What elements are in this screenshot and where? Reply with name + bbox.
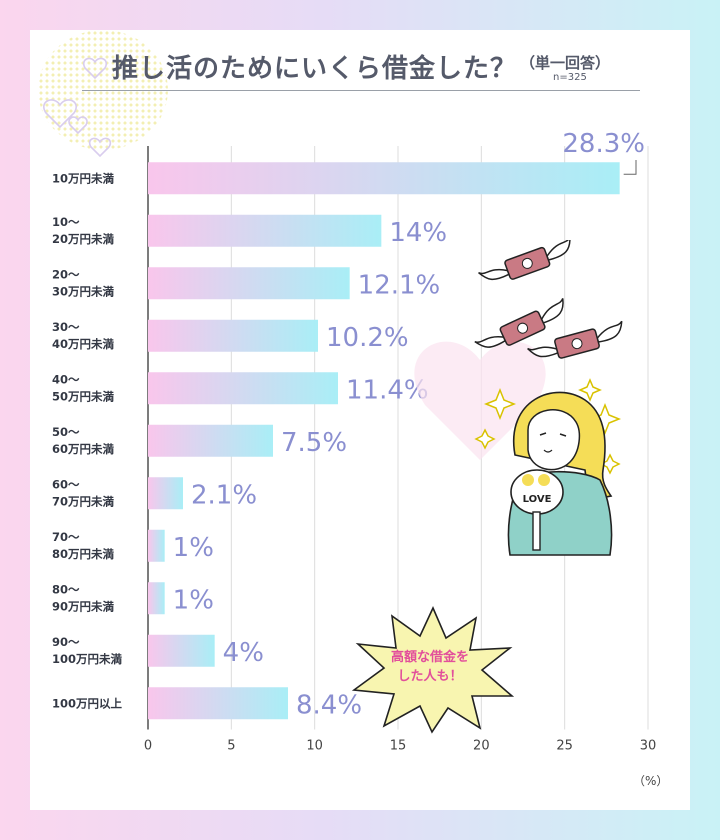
bar xyxy=(148,162,620,195)
category-label: 80～ 90万円未満 xyxy=(52,582,115,613)
value-label: 1% xyxy=(173,585,214,615)
value-label: 8.4% xyxy=(296,690,362,720)
value-label: 2.1% xyxy=(191,480,257,510)
value-label: 4% xyxy=(223,638,264,668)
fan-text: LOVE xyxy=(523,494,552,505)
fan-icon: LOVE xyxy=(510,469,564,551)
bar xyxy=(148,214,382,247)
category-label: 30～ 40万円未満 xyxy=(52,320,115,351)
category-label: 90～ 100万円未満 xyxy=(52,635,123,666)
category-labels: 10万円未満 10～ 20万円未満 20～ 30万円未満 30～ 40万円未満 40～ 50万円… xyxy=(52,171,123,710)
bar xyxy=(148,267,350,300)
chart-subtitle: （単一回答） xyxy=(520,54,611,72)
category-label: 10万円未満 xyxy=(52,171,115,185)
heart-shape xyxy=(414,341,546,460)
bar xyxy=(148,424,273,457)
callout-line1: 高額な借金を xyxy=(390,650,469,665)
x-tick-label: 20 xyxy=(473,739,490,754)
x-axis-ticks: 0 5 10 15 20 25 30 xyxy=(144,739,656,754)
title-underline xyxy=(82,90,640,91)
category-label: 40～ 50万円未満 xyxy=(52,372,115,403)
x-axis-unit: （%） xyxy=(633,774,669,788)
x-tick-label: 30 xyxy=(640,739,657,754)
value-labels: 28.3% 14% 12.1% 10.2% 11.4% 7.5% 2.1% 1% 1% 4% 8.4… xyxy=(173,129,645,720)
x-tick-label: 15 xyxy=(390,739,407,754)
category-label: 50～ 60万円未満 xyxy=(52,425,115,456)
value-label: 10.2% xyxy=(326,323,409,353)
category-label: 10～ 20万円未満 xyxy=(52,215,115,246)
x-tick-label: 5 xyxy=(227,739,235,754)
bar xyxy=(148,582,165,615)
value-label: 7.5% xyxy=(281,428,347,458)
flying-money-icon xyxy=(478,240,571,281)
bar xyxy=(148,529,165,562)
flying-money-icon xyxy=(474,298,564,348)
value-label: 11.4% xyxy=(346,375,429,405)
bar xyxy=(148,634,215,667)
category-label: 60～ 70万円未満 xyxy=(52,477,115,508)
bar xyxy=(148,372,338,405)
x-tick-label: 25 xyxy=(556,739,573,754)
callout-text: 高額な借金を した人も！ xyxy=(370,648,490,686)
leader-line xyxy=(623,160,637,175)
illustration: LOVE xyxy=(414,240,623,556)
bar xyxy=(148,319,318,352)
value-label: 1% xyxy=(173,533,214,563)
callout-line2: した人も！ xyxy=(397,669,463,684)
bar xyxy=(148,477,183,510)
callout-burst xyxy=(351,606,515,734)
category-label: 70～ 80万円未満 xyxy=(52,530,115,561)
bars xyxy=(148,162,620,720)
x-tick-label: 0 xyxy=(144,739,152,754)
chart-title: 推し活のためにいくら借金した？ xyxy=(112,54,518,84)
sample-size: n=325 xyxy=(553,72,587,83)
flying-money-icon xyxy=(527,320,623,359)
face-shape xyxy=(527,409,581,471)
x-tick-label: 10 xyxy=(306,739,323,754)
bar xyxy=(148,687,288,720)
value-label: 28.3% xyxy=(562,129,645,159)
value-label: 14% xyxy=(389,218,447,248)
category-label: 20～ 30万円未満 xyxy=(52,267,115,298)
value-label: 12.1% xyxy=(358,270,441,300)
category-label: 100万円以上 xyxy=(52,696,123,710)
